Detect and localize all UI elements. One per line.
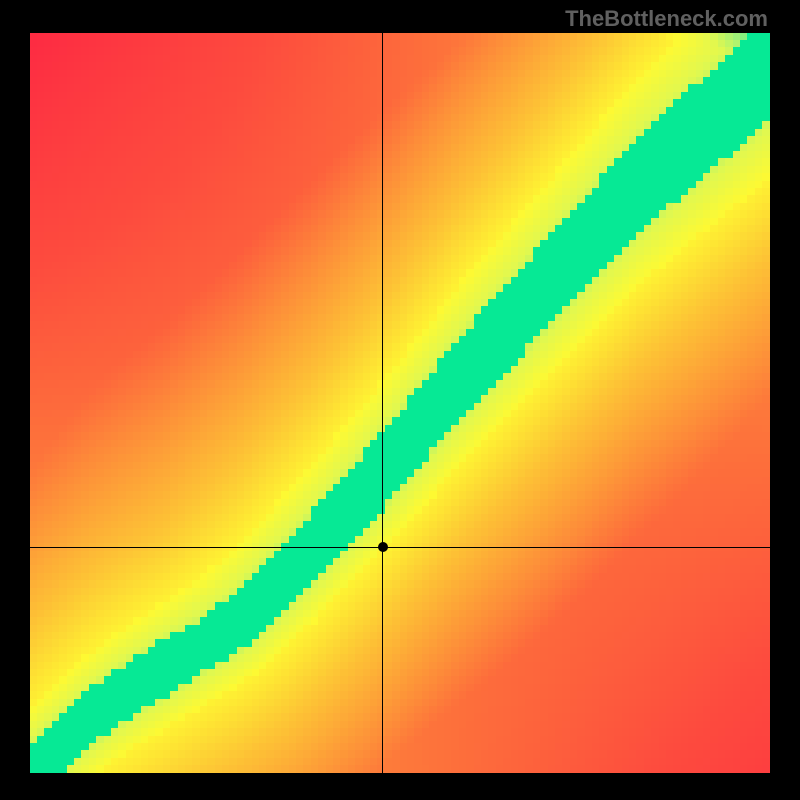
chart-container: TheBottleneck.com [0, 0, 800, 800]
heatmap-canvas [30, 33, 770, 773]
watermark-text: TheBottleneck.com [565, 6, 768, 32]
heatmap-plot [30, 33, 770, 773]
